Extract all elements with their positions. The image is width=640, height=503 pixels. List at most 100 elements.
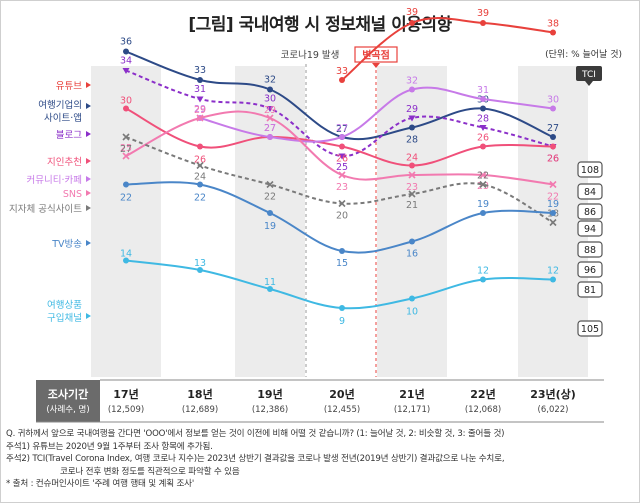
data-point bbox=[267, 286, 273, 292]
data-point bbox=[479, 125, 487, 131]
data-point bbox=[480, 20, 486, 26]
data-label: 27 bbox=[547, 123, 559, 134]
data-label: 38 bbox=[547, 19, 559, 30]
data-point bbox=[267, 134, 273, 140]
legend-label: TV방송 bbox=[51, 239, 82, 250]
tci-badge bbox=[577, 281, 603, 298]
data-point bbox=[480, 143, 486, 150]
data-point bbox=[550, 210, 556, 216]
category-label: 21년 bbox=[399, 387, 424, 401]
footnotes: Q. 귀하께서 앞으로 국내여행을 간다면 'OOO'에서 정보를 얻는 것이 … bbox=[6, 428, 636, 491]
sample-size-label: (12,068) bbox=[465, 405, 501, 415]
data-label: 23 bbox=[336, 182, 348, 193]
tci-badge bbox=[577, 241, 603, 258]
period-header-sub: (사례수, 명) bbox=[46, 404, 89, 415]
tci-badge bbox=[577, 261, 603, 278]
sample-size-label: (12,689) bbox=[182, 405, 218, 415]
data-point bbox=[480, 96, 486, 102]
data-point bbox=[196, 161, 204, 170]
note-question: Q. 귀하께서 앞으로 국내여행을 간다면 'OOO'에서 정보를 얻는 것이 … bbox=[6, 429, 505, 439]
tci-header-badge bbox=[576, 66, 602, 81]
tci-value: 86 bbox=[584, 207, 596, 218]
data-point bbox=[266, 106, 274, 112]
data-label: 30 bbox=[547, 95, 559, 106]
data-label: 11 bbox=[264, 277, 276, 288]
tci-value: 96 bbox=[584, 265, 596, 276]
data-point bbox=[123, 105, 129, 112]
category-label: 23년(상) bbox=[530, 387, 576, 401]
data-point bbox=[267, 86, 273, 93]
data-point bbox=[549, 180, 557, 189]
data-point bbox=[197, 143, 203, 150]
category-label: 19년 bbox=[257, 387, 282, 401]
data-point bbox=[409, 162, 415, 169]
note-1: 주석1) 유튜브는 2020년 9월 1주부터 조사 항목에 추가됨. bbox=[6, 441, 213, 452]
data-label: 30 bbox=[120, 96, 132, 107]
data-point bbox=[197, 181, 203, 188]
legend-label: SNS bbox=[63, 189, 82, 200]
data-label: 22 bbox=[547, 192, 559, 203]
sample-size-label: (12,455) bbox=[324, 405, 360, 415]
data-label: 25 bbox=[120, 143, 132, 154]
data-point bbox=[409, 295, 415, 302]
data-label: 19 bbox=[477, 199, 489, 210]
chart-title: [그림] 국내여행 시 정보채널 이용의향 bbox=[188, 15, 452, 35]
data-label: 28 bbox=[477, 114, 489, 125]
data-label: 12 bbox=[547, 266, 559, 277]
tci-value: 108 bbox=[581, 165, 599, 176]
legend-arrow bbox=[86, 313, 91, 319]
data-label: 27 bbox=[120, 144, 132, 155]
legend-label: 사이트·앱 bbox=[44, 112, 82, 124]
legend-arrow bbox=[86, 158, 91, 164]
tci-badge bbox=[577, 161, 603, 178]
data-label: 16 bbox=[406, 249, 418, 260]
data-label: 28 bbox=[406, 135, 418, 146]
data-point bbox=[409, 124, 415, 131]
data-point bbox=[266, 114, 274, 122]
data-point bbox=[339, 305, 345, 311]
data-label: 39 bbox=[477, 8, 489, 19]
data-point bbox=[267, 210, 273, 216]
data-label: 26 bbox=[547, 154, 559, 165]
tci-badge bbox=[577, 220, 603, 237]
data-point bbox=[550, 105, 556, 112]
data-label: 31 bbox=[194, 84, 206, 95]
data-label: 22 bbox=[477, 171, 489, 182]
category-label: 17년 bbox=[113, 387, 138, 401]
data-label: 23 bbox=[477, 181, 489, 192]
legend-arrow bbox=[86, 205, 91, 211]
tci-header-arrow bbox=[585, 81, 593, 86]
data-point bbox=[408, 171, 416, 179]
legend-arrow bbox=[86, 240, 91, 246]
data-label: 19 bbox=[547, 199, 559, 210]
data-label: 24 bbox=[194, 172, 206, 183]
data-point bbox=[408, 115, 416, 122]
data-label: 27 bbox=[336, 124, 348, 135]
data-point bbox=[549, 218, 557, 227]
data-label: 29 bbox=[264, 105, 276, 116]
data-label: 26 bbox=[336, 154, 348, 165]
tci-value: 105 bbox=[581, 324, 599, 335]
data-label: 23 bbox=[406, 182, 418, 193]
data-point bbox=[339, 248, 345, 254]
data-point bbox=[196, 96, 204, 103]
data-point bbox=[123, 257, 129, 264]
legend-label: 구입채널 bbox=[47, 312, 82, 324]
data-label: 20 bbox=[336, 211, 348, 222]
data-label: 27 bbox=[264, 123, 276, 134]
tci-badge bbox=[577, 183, 603, 200]
data-label: 21 bbox=[406, 200, 418, 211]
corona-label: 코로나19 발생 bbox=[281, 50, 340, 61]
data-point bbox=[409, 86, 415, 93]
inflection-arrow bbox=[372, 63, 380, 68]
data-label: 22 bbox=[194, 193, 206, 204]
data-point bbox=[339, 77, 345, 83]
note-source: * 출처 : 컨슈머인사이트 '주례 여행 행태 및 계획 조사' bbox=[6, 479, 195, 489]
data-point bbox=[550, 143, 556, 150]
legend-arrow bbox=[86, 103, 91, 109]
data-label: 10 bbox=[406, 307, 418, 318]
tci-value: 84 bbox=[584, 187, 596, 198]
data-point bbox=[480, 105, 486, 112]
data-label: 27 bbox=[264, 123, 276, 134]
legend-label: 유튜브 bbox=[56, 81, 82, 92]
